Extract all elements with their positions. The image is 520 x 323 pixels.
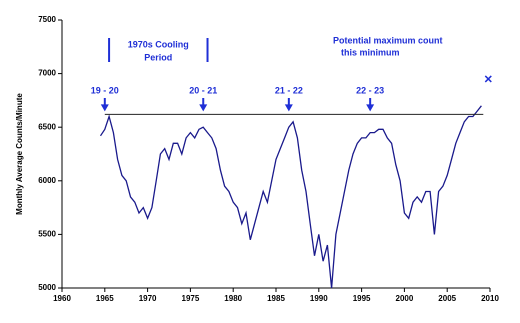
y-tick-label: 7000 bbox=[38, 69, 56, 78]
arrow-head bbox=[366, 104, 375, 112]
x-tick-label: 1975 bbox=[182, 294, 200, 303]
y-tick-label: 6500 bbox=[38, 122, 56, 131]
x-tick-label: 2005 bbox=[438, 294, 456, 303]
cycle-label: 19 - 20 bbox=[91, 85, 119, 95]
x-tick-label: 1985 bbox=[267, 294, 285, 303]
y-tick-label: 7500 bbox=[38, 15, 56, 24]
arrow-head bbox=[284, 104, 293, 112]
potential-max-label: Potential maximum count bbox=[333, 35, 443, 45]
arrow-head bbox=[199, 104, 208, 112]
x-tick-label: 1970 bbox=[139, 294, 157, 303]
arrow-head bbox=[100, 104, 109, 112]
x-tick-label: 1980 bbox=[224, 294, 242, 303]
potential-max-label: this minimum bbox=[341, 47, 400, 57]
period-label: Period bbox=[144, 52, 172, 62]
x-tick-label: 1960 bbox=[53, 294, 71, 303]
y-axis-label: Monthly Average Counts/Minute bbox=[15, 93, 24, 215]
x-tick-label: 2010 bbox=[481, 294, 499, 303]
data-line bbox=[99, 105, 482, 289]
y-tick-label: 6000 bbox=[38, 176, 56, 185]
x-tick-label: 1995 bbox=[353, 294, 371, 303]
x-tick-label: 2000 bbox=[396, 294, 414, 303]
potential-max-marker bbox=[484, 75, 492, 83]
cycle-label: 20 - 21 bbox=[189, 85, 217, 95]
x-tick-label: 1965 bbox=[96, 294, 114, 303]
cycle-label: 22 - 23 bbox=[356, 85, 384, 95]
y-tick-label: 5000 bbox=[38, 283, 56, 292]
y-tick-label: 5500 bbox=[38, 230, 56, 239]
period-label: 1970s Cooling bbox=[128, 39, 189, 49]
x-tick-label: 1990 bbox=[310, 294, 328, 303]
cycle-label: 21 - 22 bbox=[275, 85, 303, 95]
